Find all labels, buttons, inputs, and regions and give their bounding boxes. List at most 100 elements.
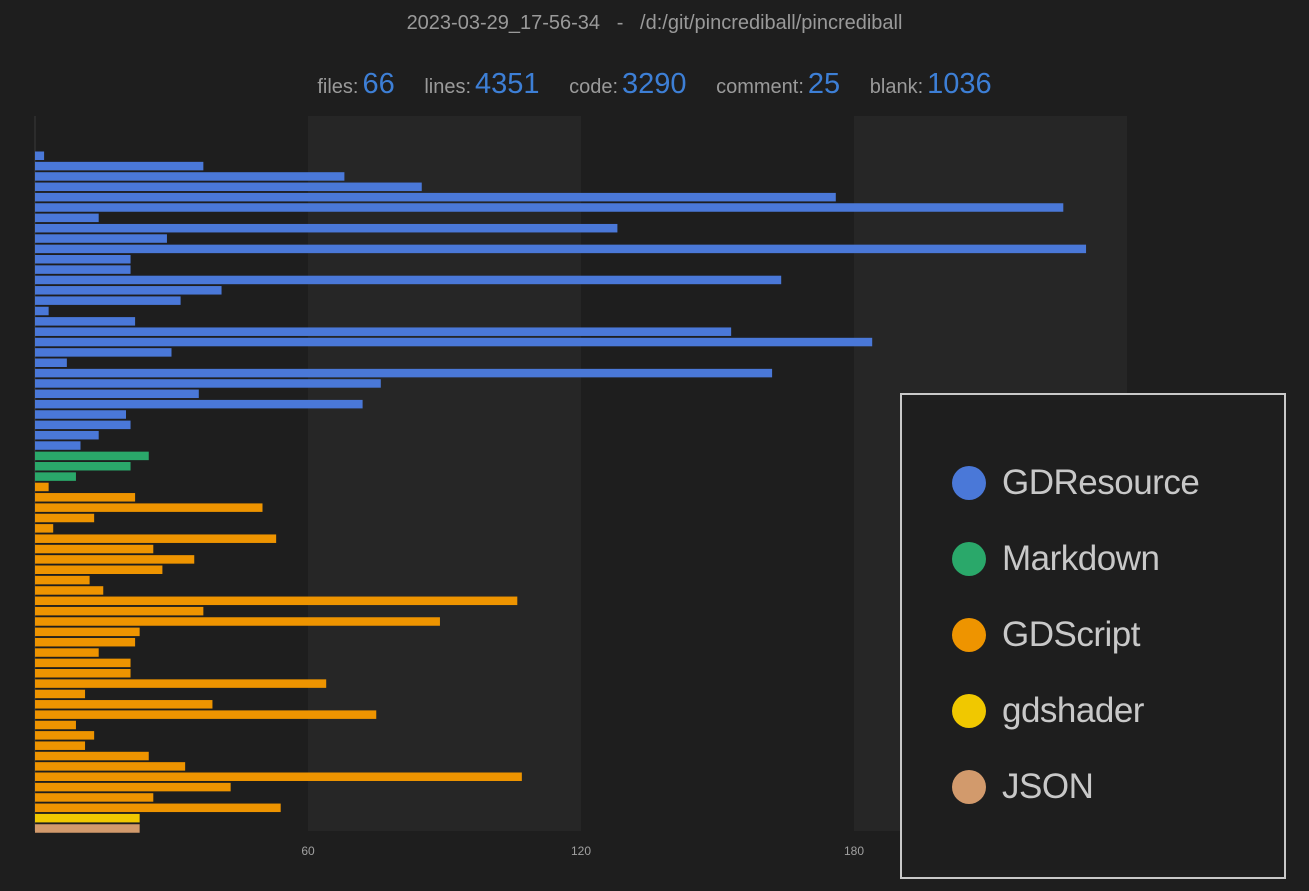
bar-gdresource bbox=[35, 234, 167, 243]
legend-label-markdown: Markdown bbox=[1002, 539, 1160, 578]
bars-group bbox=[35, 151, 1087, 833]
legend-swatch-gdshader bbox=[952, 694, 986, 728]
bar-gdscript bbox=[35, 793, 154, 802]
bar-gdshader bbox=[35, 813, 140, 823]
bar-gdscript bbox=[35, 575, 90, 585]
bar-gdscript bbox=[35, 751, 149, 761]
bar-gdscript bbox=[35, 482, 49, 492]
stat-lines: lines: 4351 bbox=[424, 68, 539, 100]
legend-label-gdscript: GDScript bbox=[1002, 615, 1140, 654]
bar-gdresource bbox=[35, 296, 181, 305]
stat-files: files: 66 bbox=[317, 68, 394, 100]
bar-gdresource bbox=[35, 151, 45, 160]
bar-gdresource bbox=[35, 441, 81, 450]
stat-code: code: 3290 bbox=[569, 68, 686, 100]
bar-gdresource bbox=[35, 275, 782, 285]
bar-gdscript bbox=[35, 803, 281, 813]
stat-comment-label: comment: bbox=[716, 76, 804, 98]
stat-blank-label: blank: bbox=[869, 76, 924, 98]
legend-label-gdresource: GDResource bbox=[1002, 463, 1200, 502]
bar-gdresource bbox=[35, 161, 204, 171]
bar-gdscript bbox=[35, 762, 186, 771]
bar-gdresource bbox=[35, 203, 1064, 212]
bar-gdscript bbox=[35, 637, 136, 647]
bar-gdresource bbox=[35, 430, 99, 440]
bar-gdscript bbox=[35, 596, 518, 606]
bar-gdscript bbox=[35, 720, 76, 730]
bar-gdscript bbox=[35, 731, 95, 740]
legend: GDResource Markdown GDScript gdshader JS… bbox=[900, 393, 1286, 879]
bar-gdresource bbox=[35, 389, 199, 399]
bar-gdscript bbox=[35, 565, 163, 574]
legend-item-json: JSON bbox=[952, 767, 1094, 807]
legend-label-gdshader: gdshader bbox=[1002, 691, 1144, 730]
bar-gdresource bbox=[35, 368, 773, 378]
bar-gdresource bbox=[35, 379, 381, 388]
bar-gdresource bbox=[35, 399, 363, 409]
bar-gdscript bbox=[35, 710, 377, 719]
bar-gdscript bbox=[35, 524, 54, 533]
bar-gdresource bbox=[35, 255, 131, 264]
legend-item-gdshader: gdshader bbox=[952, 691, 1144, 731]
legend-swatch-gdresource bbox=[952, 466, 986, 500]
bar-gdresource bbox=[35, 192, 836, 202]
bar-gdscript bbox=[35, 700, 213, 709]
stat-code-label: code: bbox=[569, 76, 619, 98]
x-tick-labels: 60 120 180 bbox=[301, 844, 864, 858]
bar-gdscript bbox=[35, 586, 104, 595]
stat-code-value: 3290 bbox=[622, 68, 687, 100]
bar-gdresource bbox=[35, 348, 172, 357]
bar-gdscript bbox=[35, 782, 231, 792]
bar-gdscript bbox=[35, 627, 140, 637]
stat-files-label: files: bbox=[317, 76, 359, 98]
x-tick-label: 60 bbox=[301, 844, 315, 858]
bar-markdown bbox=[35, 462, 131, 471]
bar-gdscript bbox=[35, 772, 522, 781]
stat-comment: comment: 25 bbox=[716, 68, 840, 100]
bar-gdscript bbox=[35, 679, 327, 688]
legend-swatch-gdscript bbox=[952, 618, 986, 652]
bar-markdown bbox=[35, 472, 76, 481]
bar-gdresource bbox=[35, 306, 49, 316]
bar-gdscript bbox=[35, 513, 95, 523]
legend-label-json: JSON bbox=[1002, 767, 1094, 806]
x-tick-label: 120 bbox=[571, 844, 591, 858]
bar-gdscript bbox=[35, 648, 99, 657]
legend-swatch-markdown bbox=[952, 542, 986, 576]
bar-gdresource bbox=[35, 420, 131, 430]
bar-gdresource bbox=[35, 244, 1087, 254]
bar-gdscript bbox=[35, 555, 195, 564]
bar-gdresource bbox=[35, 410, 126, 419]
bar-gdscript bbox=[35, 617, 440, 626]
bar-gdscript bbox=[35, 544, 154, 554]
bar-gdscript bbox=[35, 503, 263, 512]
bar-json bbox=[35, 824, 140, 833]
bar-gdscript bbox=[35, 741, 86, 750]
legend-swatch-json bbox=[952, 770, 986, 804]
bar-gdscript bbox=[35, 689, 86, 699]
legend-item-gdresource: GDResource bbox=[952, 463, 1200, 503]
x-tick-label: 180 bbox=[844, 844, 864, 858]
bar-gdresource bbox=[35, 286, 222, 295]
grid-band bbox=[308, 116, 581, 831]
page-title: 2023-03-29_17-56-34 - /d:/git/pincrediba… bbox=[406, 12, 903, 34]
bar-gdscript bbox=[35, 493, 136, 502]
stats-summary: files: 66 lines: 4351 code: 3290 comment: 25… bbox=[0, 68, 1309, 101]
bar-gdresource bbox=[35, 223, 618, 233]
bar-gdresource bbox=[35, 213, 99, 223]
legend-item-gdscript: GDScript bbox=[952, 615, 1140, 655]
bar-markdown bbox=[35, 451, 149, 461]
bar-gdscript bbox=[35, 669, 131, 678]
bar-gdresource bbox=[35, 358, 67, 367]
bar-gdscript bbox=[35, 606, 204, 616]
bar-gdresource bbox=[35, 265, 131, 274]
bar-gdresource bbox=[35, 172, 345, 181]
bar-gdscript bbox=[35, 534, 277, 543]
stat-lines-label: lines: bbox=[424, 76, 472, 98]
legend-item-markdown: Markdown bbox=[952, 539, 1160, 579]
bar-gdscript bbox=[35, 658, 131, 668]
stat-files-value: 66 bbox=[362, 68, 395, 100]
bar-gdresource bbox=[35, 337, 873, 347]
bar-gdresource bbox=[35, 317, 136, 326]
stat-comment-value: 25 bbox=[807, 68, 841, 100]
